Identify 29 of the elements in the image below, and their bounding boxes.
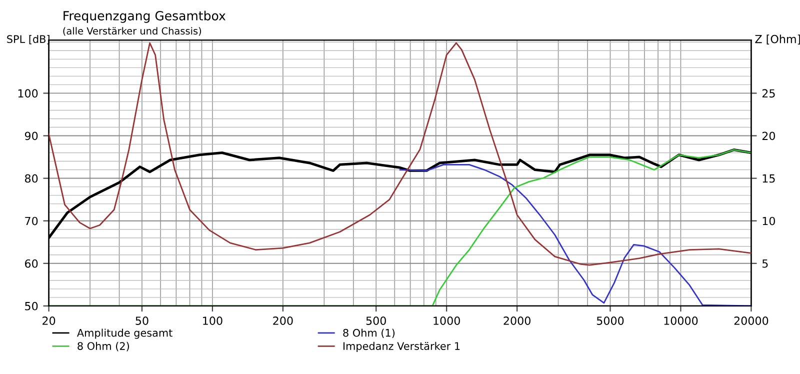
x-tick-label: 20 — [42, 316, 56, 325]
y-tick-label: 70 — [25, 216, 38, 226]
x-tick-label: 10000 — [664, 316, 698, 325]
y2-axis-title: Z [Ohm] — [755, 34, 800, 45]
chart-subtitle: (alle Verstärker und Chassis) — [63, 27, 202, 36]
y-tick-label: 100 — [18, 89, 38, 98]
y2-tick-label: 25 — [762, 89, 775, 98]
y-axis-title: SPL [dB] — [7, 34, 50, 44]
x-tick-label: 50 — [136, 316, 148, 325]
y2-tick-label: 10 — [762, 216, 776, 226]
x-tick-label: 100 — [203, 316, 222, 325]
x-tick-label: 2000 — [504, 316, 530, 325]
y-tick-label: 60 — [25, 259, 38, 268]
legend-label: Impedanz Verstärker 1 — [343, 342, 460, 352]
x-tick-label: 20000 — [734, 316, 768, 325]
legend-label: 8 Ohm (1) — [343, 328, 395, 338]
y2-tick-label: 20 — [762, 132, 776, 140]
x-tick-label: 1000 — [434, 316, 460, 325]
y2-tick-label: 5 — [762, 260, 768, 268]
legend-label: 8 Ohm (2) — [78, 342, 129, 352]
x-tick-label: 5000 — [596, 316, 624, 325]
y-tick-label: 80 — [25, 174, 38, 183]
y-tick-label: 50 — [25, 302, 38, 310]
y-tick-label: 90 — [24, 132, 38, 140]
chart-title: Frequenzgang Gesamtbox — [64, 10, 226, 23]
legend-label: Amplitude gesamt — [77, 328, 172, 339]
y2-tick-label: 15 — [762, 174, 775, 183]
x-tick-label: 200 — [273, 316, 293, 325]
x-tick-label: 500 — [366, 316, 386, 325]
